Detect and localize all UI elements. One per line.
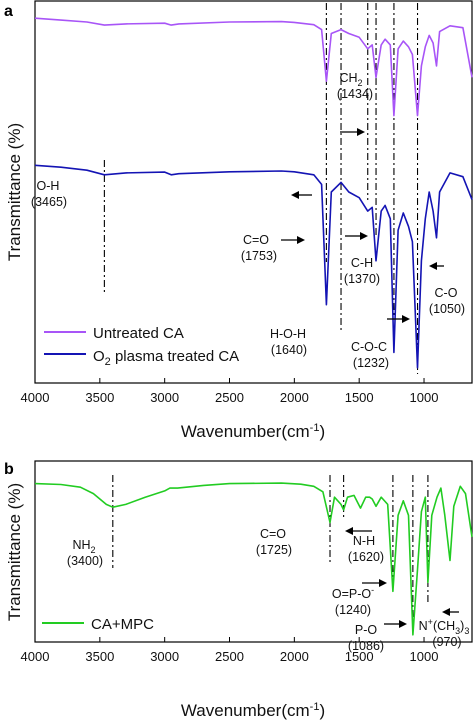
panel-a-x-tick-label-3000: 3000 xyxy=(150,390,179,405)
panel-b-x-tick-label-3000: 3000 xyxy=(150,649,179,664)
panel-b-x-tick-label-1500: 1500 xyxy=(345,649,374,664)
panel-b-series xyxy=(34,482,473,636)
panel-a-arrows xyxy=(281,128,444,323)
panel-a-x-tick-label-4000: 4000 xyxy=(21,390,50,405)
panel-b-x-tick-label-2000: 2000 xyxy=(280,649,309,664)
panel-b: b 4000 3500 3000 2500 2000 1500 1000 Transmitt… xyxy=(4,460,473,720)
annotation-co-b: C=O (1725) xyxy=(256,527,292,557)
arrow-opo xyxy=(362,579,387,587)
panel-a-frame xyxy=(34,0,473,384)
legend-label-plasma: O2 plasma treated CA xyxy=(93,348,239,368)
annotation-opo: O=P-O-(1240) xyxy=(332,585,374,617)
panel-b-letter: b xyxy=(4,461,14,478)
annotation-co: C=O (1753) xyxy=(241,233,277,263)
panel-a-x-axis-title: Wavenumber(cm-1) xyxy=(181,422,325,441)
arrow-hoh xyxy=(291,191,312,199)
panel-a-legend: Untreated CA O2 plasma treated CA xyxy=(44,325,239,368)
annotation-c-o: C-O (1050) xyxy=(429,286,465,316)
annotation-oh: O-H (3465) xyxy=(31,179,67,209)
annotation-nh: N-H (1620) xyxy=(348,534,384,564)
panel-a-x-tick-label-1500: 1500 xyxy=(345,390,374,405)
panel-b-series-line-0 xyxy=(34,482,473,636)
panel-b-x-tick-label-3500: 3500 xyxy=(85,649,114,664)
panel-a-x-ticks: 4000 3500 3000 2500 2000 1500 1000 xyxy=(21,378,439,405)
panel-a-x-tick-label-2000: 2000 xyxy=(280,390,309,405)
panel-a-series xyxy=(34,17,473,369)
arrow-po xyxy=(384,620,407,628)
annotation-coc: C-O-C (1232) xyxy=(351,340,389,370)
annotation-ch2: CH2 (1434) xyxy=(337,71,373,101)
annotation-ch: C-H (1370) xyxy=(344,256,380,286)
annotation-nh2: NH2 (3400) xyxy=(67,538,103,568)
annotation-po: P-O (1086) xyxy=(348,623,384,653)
legend-label-untreated: Untreated CA xyxy=(93,325,184,342)
arrow-coc xyxy=(387,315,410,323)
arrow-c-o xyxy=(429,262,444,270)
panel-a-x-tick-label-3500: 3500 xyxy=(85,390,114,405)
panel-a-x-tick-label-2500: 2500 xyxy=(215,390,244,405)
arrow-co xyxy=(281,236,305,244)
arrow-ch2 xyxy=(340,128,365,136)
annotation-nme3: N+(CH3)3 (970) xyxy=(419,617,470,649)
panel-b-legend: CA+MPC xyxy=(42,616,154,633)
panel-b-x-tick-label-1000: 1000 xyxy=(410,649,439,664)
arrow-ch xyxy=(345,232,368,240)
panel-b-x-axis-title: Wavenumber(cm-1) xyxy=(181,701,325,720)
annotation-hoh: H-O-H (1640) xyxy=(270,327,307,357)
panel-b-y-axis-title: Transmittance (%) xyxy=(5,483,24,621)
panel-b-x-ticks: 4000 3500 3000 2500 2000 1500 1000 xyxy=(21,637,439,664)
panel-a-reference-lines xyxy=(103,3,419,374)
panel-a-series-line-0 xyxy=(34,17,473,117)
arrow-nme3 xyxy=(442,608,459,616)
panel-b-frame xyxy=(34,460,473,643)
arrow-nh xyxy=(345,527,372,535)
panel-a-letter: a xyxy=(4,3,13,20)
panel-b-x-tick-label-4000: 4000 xyxy=(21,649,50,664)
panel-a: a 4000 3500 3000 2500 2000 1500 1000 Transmitt… xyxy=(4,0,473,441)
panel-a-series-line-1 xyxy=(34,164,473,369)
panel-b-arrows xyxy=(345,527,459,628)
panel-a-y-axis-title: Transmittance (%) xyxy=(5,123,24,261)
panel-a-x-tick-label-1000: 1000 xyxy=(410,390,439,405)
legend-label-ca-mpc: CA+MPC xyxy=(91,616,154,633)
panel-b-x-tick-label-2500: 2500 xyxy=(215,649,244,664)
